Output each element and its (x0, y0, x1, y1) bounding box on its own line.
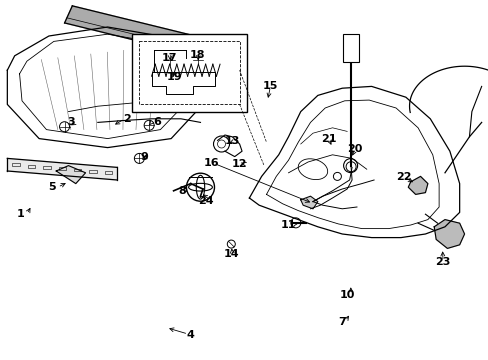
Text: 5: 5 (48, 182, 56, 192)
Text: 23: 23 (434, 257, 450, 267)
Circle shape (144, 120, 154, 130)
Bar (43, 166, 51, 169)
Polygon shape (433, 220, 464, 248)
Polygon shape (64, 6, 219, 59)
Circle shape (290, 218, 300, 228)
Text: 6: 6 (153, 117, 161, 127)
Circle shape (193, 55, 203, 66)
Circle shape (343, 159, 357, 172)
Circle shape (186, 173, 214, 201)
Text: 11: 11 (280, 220, 296, 230)
Bar (104, 171, 112, 174)
Circle shape (346, 162, 355, 172)
Polygon shape (300, 196, 317, 209)
Text: 22: 22 (395, 172, 411, 182)
Bar (28, 165, 35, 168)
Text: 19: 19 (166, 72, 182, 82)
Text: 24: 24 (198, 195, 214, 206)
Circle shape (134, 153, 144, 163)
Circle shape (60, 122, 69, 132)
Bar (59, 167, 66, 170)
Bar (139, 41, 239, 104)
Text: 10: 10 (339, 290, 354, 300)
Text: 2: 2 (123, 114, 131, 124)
Bar (74, 168, 81, 171)
Text: 17: 17 (162, 53, 177, 63)
Text: 9: 9 (140, 152, 148, 162)
Polygon shape (407, 176, 427, 194)
Text: 8: 8 (178, 186, 186, 196)
Circle shape (227, 240, 235, 248)
Polygon shape (56, 166, 85, 184)
Text: 12: 12 (231, 159, 247, 169)
Bar (342, 34, 358, 62)
Text: 7: 7 (338, 317, 346, 327)
Bar (13, 163, 20, 166)
Text: 1: 1 (17, 209, 24, 219)
Circle shape (333, 172, 341, 180)
Circle shape (165, 55, 175, 66)
Text: 13: 13 (224, 136, 240, 146)
Text: 16: 16 (203, 158, 219, 168)
Text: 4: 4 (186, 330, 194, 340)
Text: 14: 14 (223, 249, 239, 259)
Circle shape (213, 136, 229, 152)
Text: 20: 20 (346, 144, 362, 154)
Text: 15: 15 (262, 81, 278, 91)
Polygon shape (7, 158, 117, 180)
Bar (132, 34, 246, 112)
Bar (89, 170, 97, 173)
Text: 21: 21 (320, 134, 336, 144)
Text: 18: 18 (189, 50, 205, 60)
Text: 3: 3 (67, 117, 75, 127)
